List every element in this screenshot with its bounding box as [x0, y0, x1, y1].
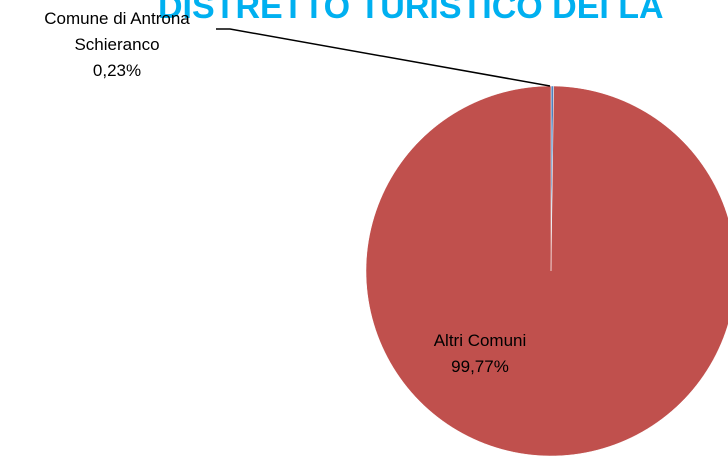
pie-slice — [365, 85, 728, 456]
leader-line — [216, 28, 551, 87]
slice-label: Altri Comuni 99,77% — [380, 328, 580, 380]
category-label: Comune di Antrona Schieranco — [44, 9, 190, 54]
chart-title: DISTRETTO TURISTICO DEI LA — [158, 0, 664, 26]
value-label: 99,77% — [451, 357, 509, 376]
value-label: 0,23% — [92, 61, 142, 80]
slice-label: Comune di Antrona Schieranco 0,23% — [12, 6, 222, 84]
category-label: Altri Comuni — [433, 331, 527, 350]
